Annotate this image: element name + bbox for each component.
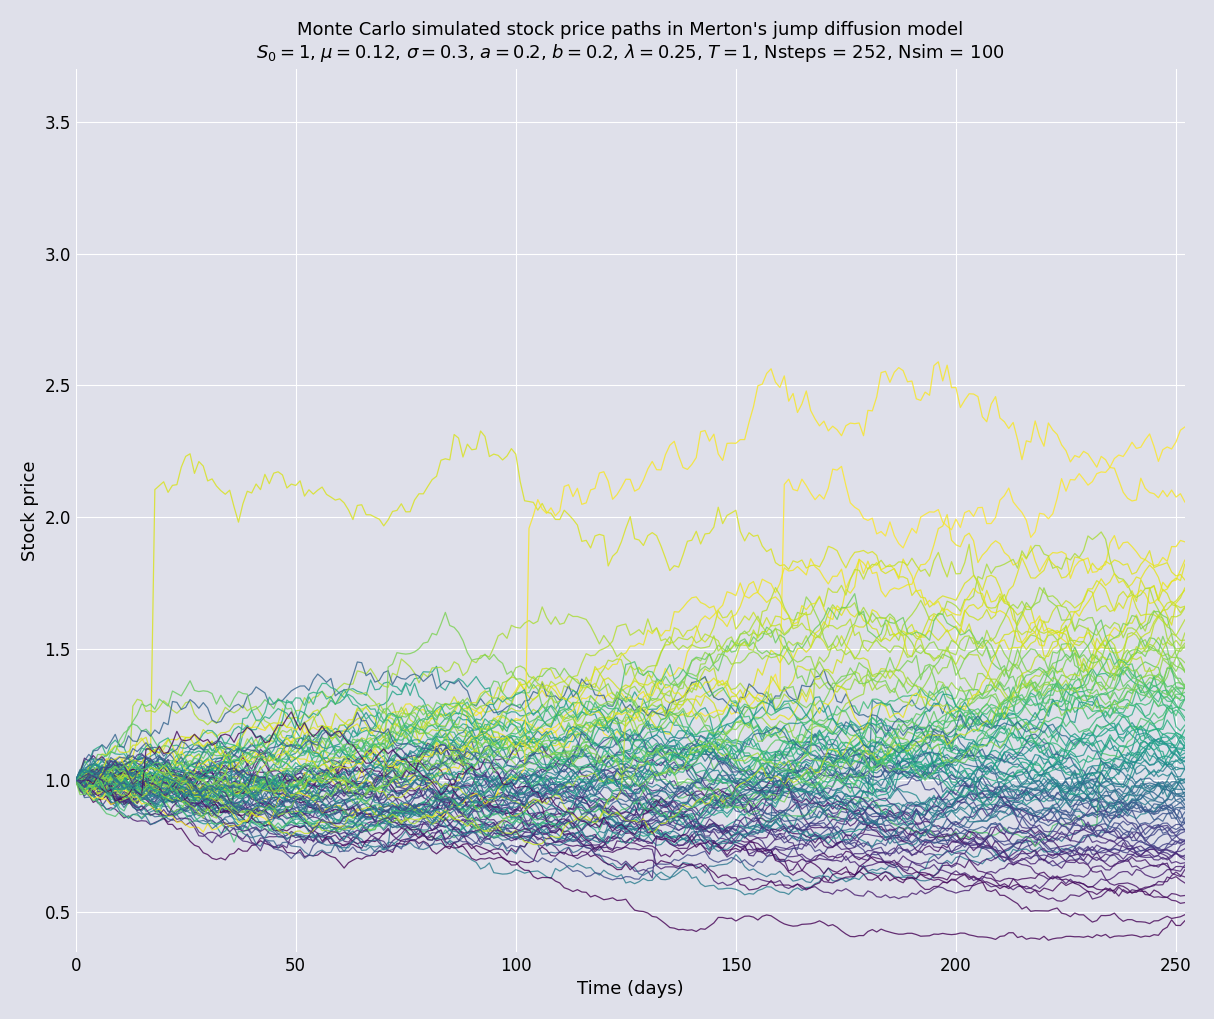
Y-axis label: Stock price: Stock price — [21, 461, 39, 560]
Title: Monte Carlo simulated stock price paths in Merton's jump diffusion model
$S_0 = : Monte Carlo simulated stock price paths … — [256, 20, 1004, 64]
X-axis label: Time (days): Time (days) — [577, 980, 683, 999]
